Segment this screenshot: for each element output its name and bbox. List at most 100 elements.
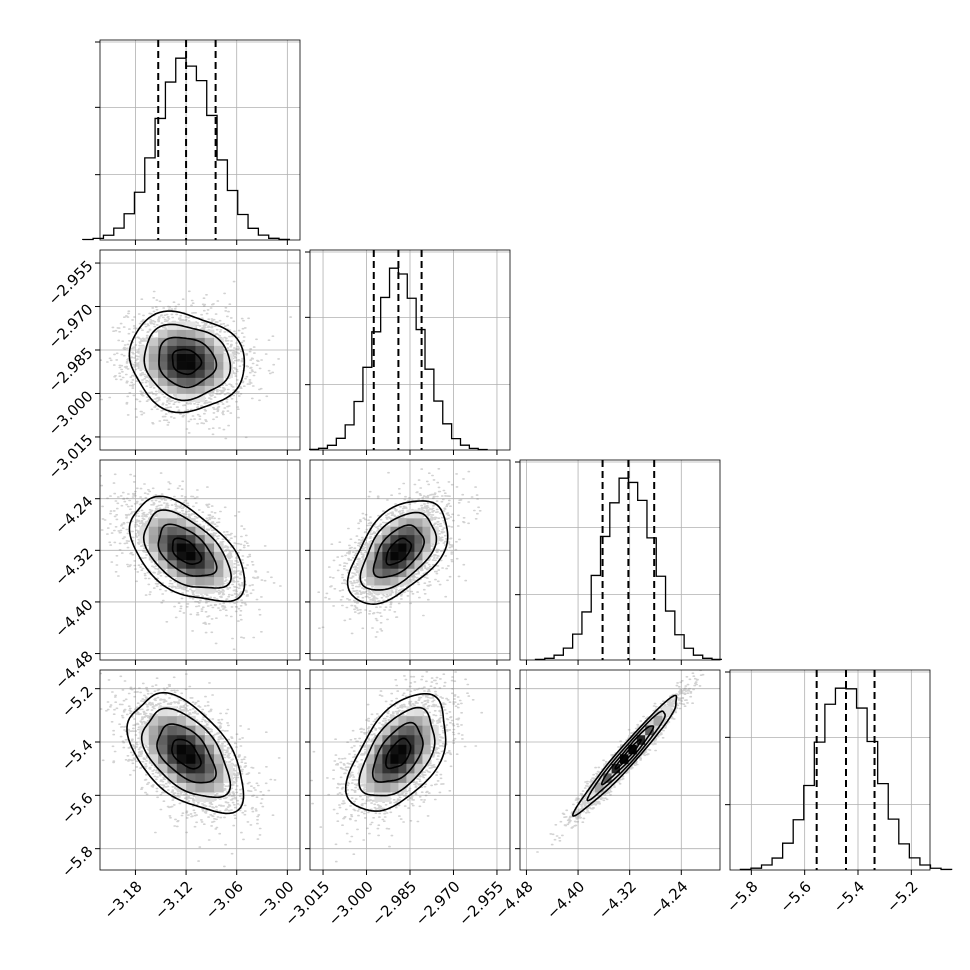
density-cell bbox=[390, 568, 399, 578]
density-cell bbox=[195, 568, 206, 578]
panel-grid-2-1 bbox=[305, 460, 510, 665]
density-cell bbox=[204, 585, 215, 594]
density-cell bbox=[204, 369, 215, 378]
panel-1-0 bbox=[100, 280, 292, 440]
x-tick-label-1-2: −2.985 bbox=[368, 878, 420, 930]
density-cell bbox=[214, 353, 224, 362]
density-cell bbox=[195, 560, 206, 569]
density-cell bbox=[661, 706, 671, 717]
density-cell bbox=[366, 763, 375, 774]
density-cell bbox=[374, 560, 383, 569]
density-cell bbox=[414, 543, 423, 552]
hist-panel-frame-3 bbox=[729, 669, 931, 871]
x-tick-label-2-1: −4.40 bbox=[543, 878, 588, 923]
density-cell bbox=[186, 715, 196, 726]
density-cell bbox=[204, 576, 215, 586]
density-cell bbox=[374, 744, 383, 755]
density-cell bbox=[414, 734, 423, 745]
density-cell bbox=[223, 369, 234, 378]
density-cell bbox=[167, 706, 178, 717]
density-cell bbox=[195, 526, 206, 536]
density-cell bbox=[176, 543, 187, 552]
density-cell bbox=[390, 715, 399, 726]
density-cell bbox=[214, 543, 224, 552]
density-cell bbox=[204, 385, 215, 394]
density-cell bbox=[406, 534, 415, 544]
density-cell bbox=[204, 337, 215, 346]
density-cell bbox=[214, 551, 224, 561]
density-cell bbox=[186, 551, 196, 561]
contour-3-1-3 bbox=[344, 693, 447, 812]
density-cell bbox=[195, 345, 206, 354]
density-cell bbox=[653, 715, 663, 726]
density-cell bbox=[204, 754, 215, 764]
density-cell bbox=[382, 782, 391, 793]
density-cell bbox=[366, 773, 375, 783]
density-cell bbox=[422, 526, 431, 536]
density-cell bbox=[148, 353, 159, 362]
panel-frame-2-1 bbox=[309, 459, 511, 661]
density-cell bbox=[398, 551, 407, 561]
density-cell bbox=[195, 543, 206, 552]
density-cell bbox=[167, 534, 178, 544]
density-cell bbox=[186, 754, 196, 764]
density-cell bbox=[390, 551, 399, 561]
density-cell bbox=[406, 725, 415, 736]
x-tick-label-3-2: −5.4 bbox=[830, 878, 868, 916]
density-cell bbox=[422, 725, 431, 736]
panel-frame-1-0 bbox=[99, 249, 301, 451]
density-cell bbox=[414, 560, 423, 569]
density-cell bbox=[186, 377, 196, 386]
contour-2-1-1 bbox=[372, 524, 426, 579]
density-cell bbox=[158, 534, 168, 544]
density-cell bbox=[214, 773, 224, 783]
density-cell bbox=[398, 543, 407, 552]
histogram-3 bbox=[739, 687, 953, 871]
x-tick-label-3-0: −5.8 bbox=[723, 878, 761, 916]
density-cell bbox=[167, 734, 178, 745]
panel-2-0 bbox=[100, 472, 282, 651]
density-cell bbox=[186, 337, 196, 346]
density-cell bbox=[223, 361, 234, 370]
density-cell bbox=[366, 568, 375, 578]
density-cell bbox=[158, 329, 168, 338]
histogram-1 bbox=[309, 267, 488, 451]
contour-3-2-2 bbox=[586, 710, 666, 802]
y-tick-label-3-2: −5.6 bbox=[58, 789, 96, 827]
density-cell bbox=[176, 337, 187, 346]
density-cell bbox=[204, 534, 215, 544]
density-cell bbox=[382, 526, 391, 536]
density-cell bbox=[414, 715, 423, 726]
density-cell bbox=[167, 754, 178, 764]
density-cell bbox=[382, 576, 391, 586]
panel-frame-2-0 bbox=[99, 459, 301, 661]
density-cell bbox=[186, 534, 196, 544]
density-cell bbox=[214, 345, 224, 354]
density-cell bbox=[382, 773, 391, 783]
density-cell bbox=[158, 744, 168, 755]
y-tick-label-2-1: −4.32 bbox=[51, 544, 96, 589]
density-cell bbox=[195, 782, 206, 793]
density-cell bbox=[139, 734, 150, 745]
contour-3-0-0 bbox=[171, 738, 202, 770]
panel-3-0 bbox=[100, 672, 281, 868]
contour-3-0-1 bbox=[156, 723, 217, 784]
panel-frame-3-2 bbox=[519, 669, 721, 871]
density-cell bbox=[366, 754, 375, 764]
density-cell bbox=[186, 526, 196, 536]
density-cell bbox=[390, 725, 399, 736]
density-cell bbox=[366, 576, 375, 586]
density-cell bbox=[186, 518, 196, 527]
density-cell bbox=[414, 763, 423, 774]
density-cell bbox=[204, 734, 215, 745]
density-cell bbox=[414, 744, 423, 755]
density-cell bbox=[398, 754, 407, 764]
density-cell bbox=[167, 337, 178, 346]
density-cell bbox=[406, 509, 415, 519]
density-cell bbox=[158, 353, 168, 362]
density-cell bbox=[167, 361, 178, 370]
density-cell bbox=[406, 518, 415, 527]
contour-3-0-3 bbox=[126, 691, 245, 815]
x-tick-label-0-2: −3.06 bbox=[202, 878, 247, 923]
density-cell bbox=[390, 543, 399, 552]
